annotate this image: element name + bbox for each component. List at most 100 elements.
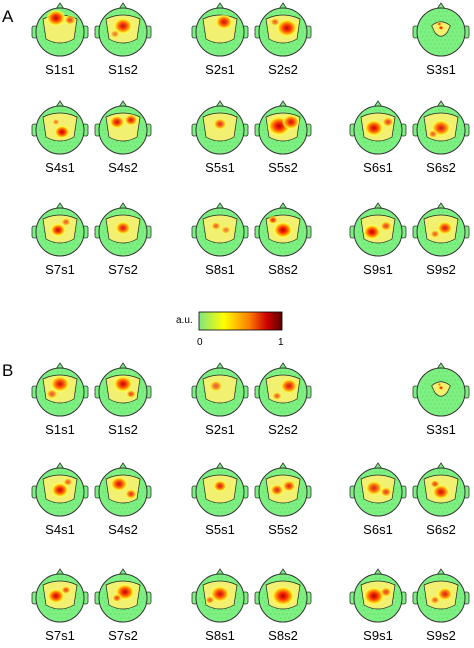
- electrode-dot: [43, 137, 45, 139]
- electrode-dot: [286, 407, 288, 409]
- electrode-dot: [237, 395, 239, 397]
- electrode-dot: [462, 133, 464, 135]
- electrode-dot: [444, 399, 446, 401]
- electrode-dot: [424, 399, 426, 401]
- electrode-dot: [442, 11, 444, 13]
- electrode-dot: [452, 47, 454, 49]
- electrode-dot: [241, 487, 243, 489]
- electrode-dot: [288, 411, 290, 413]
- nose: [118, 568, 128, 576]
- electrode-dot: [288, 51, 290, 53]
- electrode-dot: [67, 507, 69, 509]
- electrode-dot: [436, 407, 438, 409]
- electrode-dot: [213, 43, 215, 45]
- electrode-dot: [442, 511, 444, 513]
- electrode-dot: [458, 503, 460, 505]
- electrode-dot: [462, 27, 464, 29]
- electrode-dot: [365, 507, 367, 509]
- subject-session-label: S1s2: [108, 422, 138, 437]
- electrode-dot: [128, 51, 130, 53]
- electrode-dot: [426, 609, 428, 611]
- electrode-dot: [128, 371, 130, 373]
- electrode-dot: [217, 511, 219, 513]
- electrode-dot: [276, 503, 278, 505]
- electrode-dot: [128, 511, 130, 513]
- subject-session-label: S2s2: [268, 422, 298, 437]
- electrode-dot: [381, 145, 383, 147]
- electrode-dot: [55, 613, 57, 615]
- electrode-dot: [231, 475, 233, 477]
- electrode-dot: [217, 503, 219, 505]
- electrode-dot: [422, 487, 424, 489]
- electrode-dot: [268, 243, 270, 245]
- electrode-dot: [77, 125, 79, 127]
- electrode-dot: [264, 395, 266, 397]
- electrode-dot: [296, 43, 298, 45]
- electrode-dot: [77, 141, 79, 143]
- electrode-dot: [456, 499, 458, 501]
- electrode-dot: [237, 379, 239, 381]
- electrode-dot: [424, 39, 426, 41]
- electrode-dot: [104, 387, 106, 389]
- electrode-dot: [71, 507, 73, 509]
- electrode-dot: [219, 47, 221, 49]
- electrode-dot: [434, 609, 436, 611]
- electrode-dot: [436, 39, 438, 41]
- electrode-dot: [444, 39, 446, 41]
- electrode-dot: [71, 613, 73, 615]
- electrode-dot: [266, 597, 268, 599]
- electrode-dot: [217, 609, 219, 611]
- electrode-dot: [77, 43, 79, 45]
- electrode-dot: [75, 491, 77, 493]
- electrode-dot: [428, 47, 430, 49]
- electrode-dot: [420, 231, 422, 233]
- subject-session-label: S1s1: [45, 422, 75, 437]
- electrode-dot: [211, 507, 213, 509]
- electrode-dot: [456, 23, 458, 25]
- electrode-dot: [67, 247, 69, 249]
- electrode-dot: [442, 617, 444, 619]
- electrode-dot: [126, 613, 128, 615]
- electrode-dot: [442, 503, 444, 505]
- electrode-dot: [116, 43, 118, 45]
- electrode-dot: [357, 129, 359, 131]
- electrode-dot: [266, 31, 268, 33]
- electrode-dot: [375, 511, 377, 513]
- nose: [55, 202, 65, 210]
- electrode-dot: [112, 243, 114, 245]
- electrode-dot: [205, 43, 207, 45]
- electrode-dot: [300, 403, 302, 405]
- electrode-dot: [241, 495, 243, 497]
- topomap-head: S3s1: [412, 362, 470, 437]
- electrode-dot: [225, 503, 227, 505]
- electrode-dot: [278, 507, 280, 509]
- electrode-dot: [442, 411, 444, 413]
- electrode-dot: [126, 247, 128, 249]
- electrode-dot: [294, 15, 296, 17]
- electrode-dot: [75, 597, 77, 599]
- electrode-dot: [426, 403, 428, 405]
- electrode-dot: [140, 593, 142, 595]
- electrode-dot: [120, 609, 122, 611]
- electrode-dot: [215, 613, 217, 615]
- electrode-dot: [375, 617, 377, 619]
- electrode-dot: [393, 231, 395, 233]
- electrode-dot: [442, 19, 444, 21]
- electrode-dot: [440, 15, 442, 17]
- electrode-dot: [395, 125, 397, 127]
- electrode-dot: [41, 593, 43, 595]
- electrode-dot: [452, 407, 454, 409]
- electrode-dot: [77, 133, 79, 135]
- electrode-dot: [43, 605, 45, 607]
- electrode-dot: [57, 609, 59, 611]
- electrode-dot: [134, 407, 136, 409]
- electrode-dot: [75, 231, 77, 233]
- electrode-dot: [440, 247, 442, 249]
- subject-session-label: S6s1: [363, 522, 393, 537]
- electrode-dot: [77, 19, 79, 21]
- electrode-dot: [270, 375, 272, 377]
- electrode-dot: [43, 399, 45, 401]
- electrode-dot: [205, 403, 207, 405]
- electrode-dot: [225, 141, 227, 143]
- electrode-dot: [237, 479, 239, 481]
